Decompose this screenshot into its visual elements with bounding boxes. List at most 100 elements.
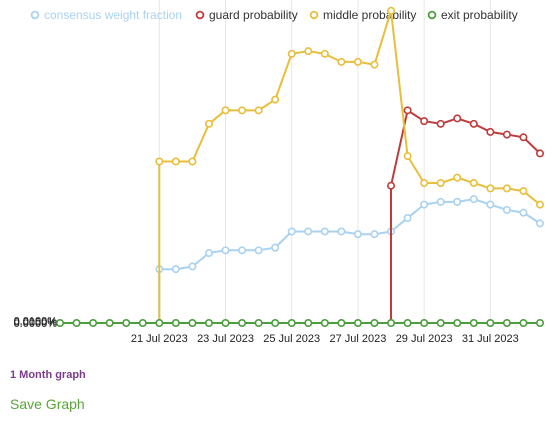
data-point <box>188 157 197 166</box>
data-point <box>502 184 511 193</box>
data-point <box>72 318 81 327</box>
data-point <box>420 117 429 126</box>
plot-area <box>55 6 544 327</box>
data-point <box>486 127 495 136</box>
data-point <box>403 152 412 161</box>
data-point <box>502 318 511 327</box>
data-point <box>436 197 445 206</box>
data-point <box>287 318 296 327</box>
chart-legend: consensus weight fraction guard probabili… <box>30 8 518 22</box>
series-line <box>158 10 541 323</box>
legend-label: middle probability <box>323 8 416 22</box>
x-tick-label: 29 Jul 2023 <box>396 333 453 345</box>
data-point <box>221 106 230 115</box>
data-point <box>238 318 247 327</box>
data-point <box>387 181 396 190</box>
x-tick-label: 23 Jul 2023 <box>197 333 254 345</box>
legend-item[interactable]: guard probability <box>195 8 298 22</box>
x-tick-label: 25 Jul 2023 <box>263 333 320 345</box>
data-point <box>337 318 346 327</box>
data-point <box>271 318 280 327</box>
data-point <box>105 318 114 327</box>
legend-item[interactable]: middle probability <box>309 8 417 22</box>
data-point <box>287 227 296 236</box>
series-consensus-weight-fraction <box>155 195 544 323</box>
y-tick-label: 0.0000% <box>14 318 58 330</box>
legend-marker <box>309 10 319 20</box>
data-point <box>370 318 379 327</box>
series-middle-probability <box>155 6 544 323</box>
x-tick-label: 21 Jul 2023 <box>131 333 188 345</box>
y-tick-label: 0.0050% <box>14 317 58 329</box>
data-point <box>453 114 462 123</box>
data-point <box>304 47 313 56</box>
data-point <box>519 318 528 327</box>
data-point <box>271 243 280 252</box>
series-exit-probability <box>55 318 544 327</box>
data-point <box>221 318 230 327</box>
legend-marker <box>30 10 40 20</box>
data-point <box>353 230 362 239</box>
data-point <box>370 230 379 239</box>
data-point <box>254 246 263 255</box>
x-tick-label: 31 Jul 2023 <box>462 333 519 345</box>
data-point <box>171 265 180 274</box>
data-point <box>204 249 213 258</box>
save-graph-button[interactable]: Save Graph <box>10 396 85 412</box>
data-point <box>188 318 197 327</box>
data-point <box>486 318 495 327</box>
data-point <box>420 200 429 209</box>
data-point <box>221 246 230 255</box>
data-point <box>254 106 263 115</box>
data-point <box>304 227 313 236</box>
data-point <box>420 179 429 188</box>
series-line <box>158 198 541 323</box>
data-point <box>238 106 247 115</box>
data-point <box>287 49 296 58</box>
data-point <box>436 119 445 128</box>
data-point <box>337 57 346 66</box>
legend-marker <box>427 10 437 20</box>
data-point <box>469 119 478 128</box>
legend-label: guard probability <box>209 8 298 22</box>
data-point <box>204 318 213 327</box>
data-point <box>469 318 478 327</box>
data-point <box>122 318 131 327</box>
data-point <box>155 318 164 327</box>
data-point <box>370 60 379 69</box>
x-tick-label: 27 Jul 2023 <box>329 333 386 345</box>
data-point <box>436 318 445 327</box>
data-point <box>271 95 280 104</box>
data-point <box>502 205 511 214</box>
data-point <box>320 318 329 327</box>
data-point <box>535 318 544 327</box>
data-point <box>204 119 213 128</box>
legend-label: consensus weight fraction <box>44 8 182 22</box>
series-line <box>390 108 541 323</box>
data-point <box>486 184 495 193</box>
data-point <box>89 318 98 327</box>
data-point <box>469 179 478 188</box>
data-point <box>519 208 528 217</box>
y-axis-labels: 0.0000%0.0050%0.0100% <box>14 315 58 330</box>
data-point <box>420 318 429 327</box>
data-point <box>535 219 544 228</box>
grid-lines <box>158 0 491 323</box>
data-point <box>535 149 544 158</box>
y-tick-label: 0.0100% <box>14 315 58 327</box>
data-point <box>387 6 396 15</box>
data-point <box>353 318 362 327</box>
data-point <box>55 318 64 327</box>
data-point <box>453 197 462 206</box>
data-point <box>453 173 462 182</box>
legend-item[interactable]: consensus weight fraction <box>30 8 182 22</box>
legend-item[interactable]: exit probability <box>427 8 518 22</box>
data-point <box>519 187 528 196</box>
data-point <box>403 318 412 327</box>
data-point <box>469 195 478 204</box>
data-point <box>171 157 180 166</box>
data-point <box>535 200 544 209</box>
graph-period-title: 1 Month graph <box>10 369 86 381</box>
data-point <box>436 179 445 188</box>
data-point <box>171 318 180 327</box>
